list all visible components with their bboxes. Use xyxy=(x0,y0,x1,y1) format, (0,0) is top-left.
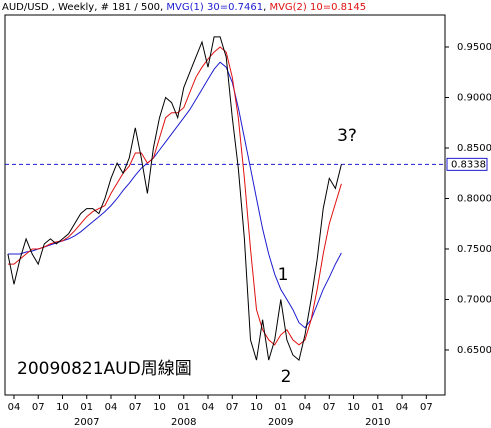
year-label: 2008 xyxy=(171,417,196,428)
price-line xyxy=(7,36,342,362)
y-tick-label: 0.7000 xyxy=(457,294,491,305)
year-label: 2007 xyxy=(74,417,99,428)
year-label: 2010 xyxy=(365,417,390,428)
x-tick-label: 04 xyxy=(105,402,118,413)
x-tick-label: 07 xyxy=(226,402,239,413)
x-tick-label: 04 xyxy=(299,402,312,413)
x-tick-label: 01 xyxy=(274,402,287,413)
y-tick-label: 0.7500 xyxy=(457,244,491,255)
y-tick-label: 0.8500 xyxy=(457,143,491,154)
x-tick-label: 04 xyxy=(202,402,215,413)
annotation: 20090821AUD周線圖 xyxy=(17,359,192,379)
x-tick-label: 10 xyxy=(347,402,360,413)
x-tick-label: 04 xyxy=(8,402,21,413)
x-tick-label: 10 xyxy=(153,402,166,413)
x-tick-label: 07 xyxy=(323,402,336,413)
chart-title: AUD/USD , Weekly, # 181 / 500, xyxy=(2,2,163,13)
y-tick-label: 0.8000 xyxy=(457,193,491,204)
annotation: 1 xyxy=(278,265,289,285)
legend-entry: MVG(1) 30=0.7461 xyxy=(166,2,263,13)
y-tick-label: 0.6500 xyxy=(457,345,491,356)
y-tick-label: 0.9000 xyxy=(457,93,491,104)
last-price-label: 0.8338 xyxy=(451,159,486,170)
x-tick-label: 10 xyxy=(56,402,69,413)
legend-entry: MVG(2) 10=0.8145 xyxy=(269,2,366,13)
x-tick-label: 04 xyxy=(396,402,409,413)
y-tick-label: 0.9500 xyxy=(457,42,491,53)
year-label: 2009 xyxy=(268,417,293,428)
plot-frame xyxy=(4,14,446,396)
x-tick-label: 01 xyxy=(371,402,384,413)
chart-title-row: AUD/USD , Weekly, # 181 / 500, MVG(1) 30… xyxy=(2,2,366,13)
last-price-box xyxy=(446,157,488,171)
x-tick-label: 07 xyxy=(420,402,433,413)
x-tick-label: 01 xyxy=(177,402,190,413)
x-tick-label: 01 xyxy=(80,402,93,413)
annotation: 2 xyxy=(281,367,292,387)
x-tick-label: 07 xyxy=(129,402,142,413)
annotation: 3? xyxy=(337,126,357,146)
x-tick-label: 07 xyxy=(32,402,45,413)
x-tick-label: 10 xyxy=(250,402,263,413)
